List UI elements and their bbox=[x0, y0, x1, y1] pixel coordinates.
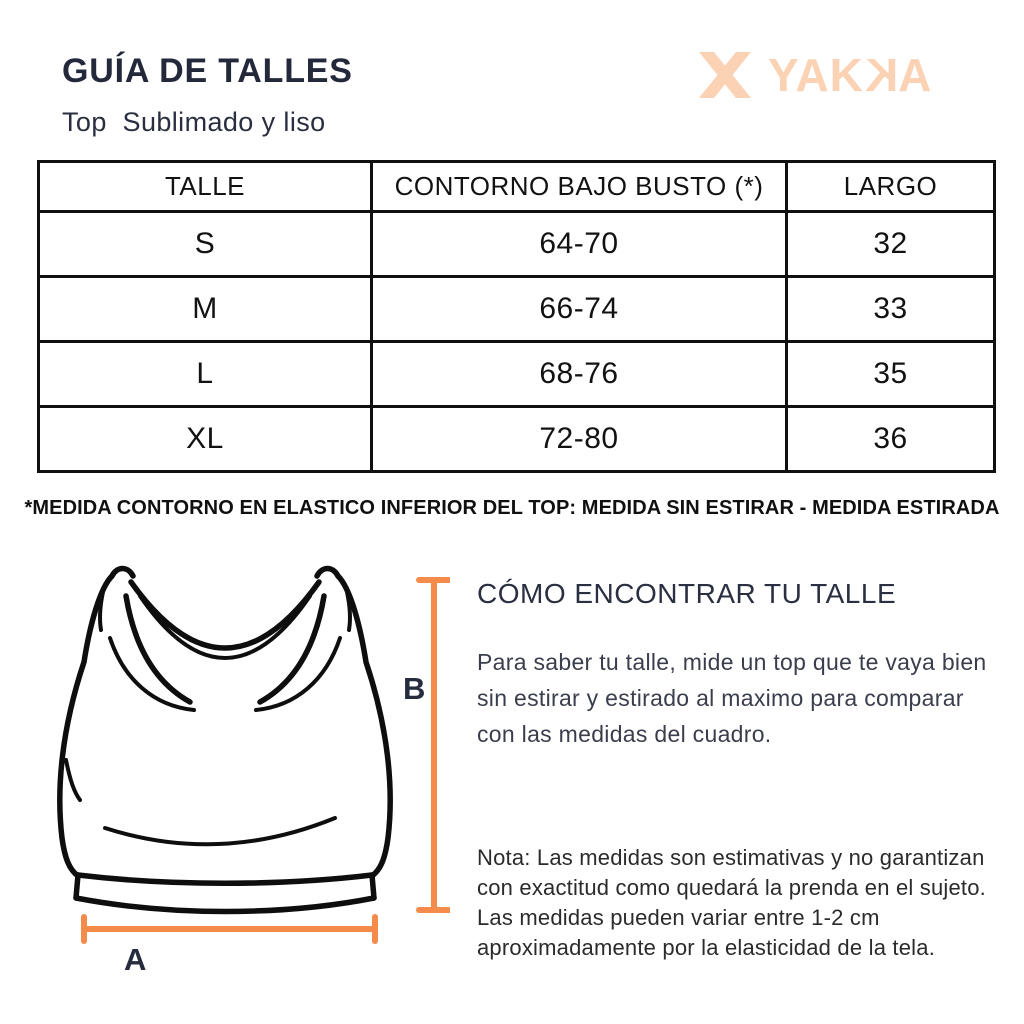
howto-body-text: Para saber tu talle, mide un top que te … bbox=[477, 649, 987, 747]
measure-line-a bbox=[81, 914, 378, 944]
measure-line-b bbox=[416, 577, 450, 913]
column-header-talle: TALLE bbox=[37, 160, 373, 213]
table-cell-size: S bbox=[37, 210, 373, 278]
table-cell-contorno: 72-80 bbox=[370, 405, 788, 473]
page-title: GUÍA DE TALLES bbox=[62, 52, 353, 90]
table-row: L 68-76 35 bbox=[37, 340, 996, 408]
table-cell-contorno: 68-76 bbox=[370, 340, 788, 408]
table-cell-contorno: 64-70 bbox=[370, 210, 788, 278]
brand-logo: YAK K A bbox=[694, 49, 933, 101]
bra-drawing bbox=[57, 565, 393, 915]
table-cell-largo: 32 bbox=[785, 210, 996, 278]
brand-wordmark: YAK K A bbox=[768, 49, 933, 101]
column-header-contorno: CONTORNO BAJO BUSTO (*) bbox=[370, 160, 788, 213]
mirrored-k-glyph: K bbox=[863, 49, 899, 101]
table-row: XL 72-80 36 bbox=[37, 405, 996, 473]
bra-diagram bbox=[57, 565, 450, 944]
howto-note-text: Nota: Las medidas son estimativas y no g… bbox=[477, 845, 986, 960]
page-subtitle: Top Sublimado y liso bbox=[62, 107, 326, 137]
column-header-largo: LARGO bbox=[785, 160, 996, 213]
howto-heading: CÓMO ENCONTRAR TU TALLE bbox=[477, 578, 897, 609]
table-cell-largo: 35 bbox=[785, 340, 996, 408]
measure-label-b: B bbox=[403, 671, 426, 706]
table-header-row: TALLE CONTORNO BAJO BUSTO (*) LARGO bbox=[37, 160, 996, 213]
table-cell-size: M bbox=[37, 275, 373, 343]
table-row: M 66-74 33 bbox=[37, 275, 996, 343]
brand-x-icon bbox=[699, 52, 751, 98]
measure-label-a: A bbox=[124, 942, 147, 977]
table-cell-size: XL bbox=[37, 405, 373, 473]
table-cell-largo: 36 bbox=[785, 405, 996, 473]
measurement-footnote: *MEDIDA CONTORNO EN ELASTICO INFERIOR DE… bbox=[24, 497, 1000, 519]
size-table: TALLE CONTORNO BAJO BUSTO (*) LARGO S 64… bbox=[37, 160, 996, 473]
table-cell-contorno: 66-74 bbox=[370, 275, 788, 343]
table-cell-largo: 33 bbox=[785, 275, 996, 343]
table-row: S 64-70 32 bbox=[37, 210, 996, 278]
table-cell-size: L bbox=[37, 340, 373, 408]
